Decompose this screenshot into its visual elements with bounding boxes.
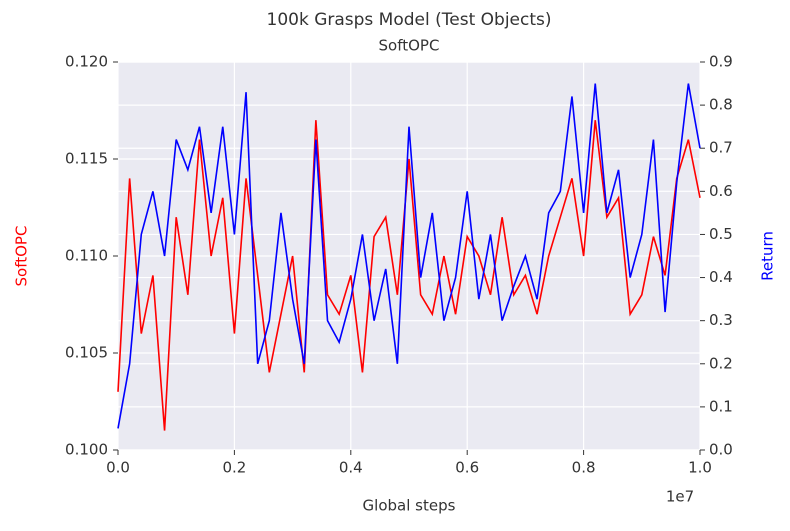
data-line <box>117 83 701 429</box>
x-offset-label: 1e7 <box>666 488 694 506</box>
x-tick-label: 0.0 <box>106 459 130 477</box>
y-tick-label: 0.120 <box>65 53 108 71</box>
y-tick-label: 0.110 <box>65 247 108 265</box>
y2-tick-label: 0.2 <box>709 354 733 372</box>
x-tick-label: 1.0 <box>688 459 712 477</box>
y2-tick-label: 0.0 <box>709 441 733 459</box>
chart-subtitle: SoftOPC <box>379 37 440 55</box>
x-tick-label: 0.4 <box>339 459 363 477</box>
y2-axis-label: Return <box>759 231 777 281</box>
y2-tick-label: 0.9 <box>709 53 733 71</box>
y-tick-label: 0.100 <box>65 441 108 459</box>
y2-tick-label: 0.3 <box>709 311 733 329</box>
x-axis-label: Global steps <box>363 497 456 515</box>
chart-title: 100k Grasps Model (Test Objects) <box>267 10 552 30</box>
y-axis-label: SoftOPC <box>13 226 31 287</box>
y2-tick-label: 0.8 <box>709 96 733 114</box>
y2-tick-label: 0.4 <box>709 268 733 286</box>
x-tick-label: 0.2 <box>222 459 246 477</box>
y2-tick-label: 0.6 <box>709 182 733 200</box>
y-tick-label: 0.115 <box>65 150 108 168</box>
y2-tick-label: 0.7 <box>709 139 733 157</box>
y2-tick-label: 0.1 <box>709 397 733 415</box>
x-tick-label: 0.8 <box>572 459 596 477</box>
data-line <box>117 120 701 431</box>
x-tick-label: 0.6 <box>455 459 479 477</box>
y2-tick-label: 0.5 <box>709 225 733 243</box>
y-tick-label: 0.105 <box>65 344 108 362</box>
